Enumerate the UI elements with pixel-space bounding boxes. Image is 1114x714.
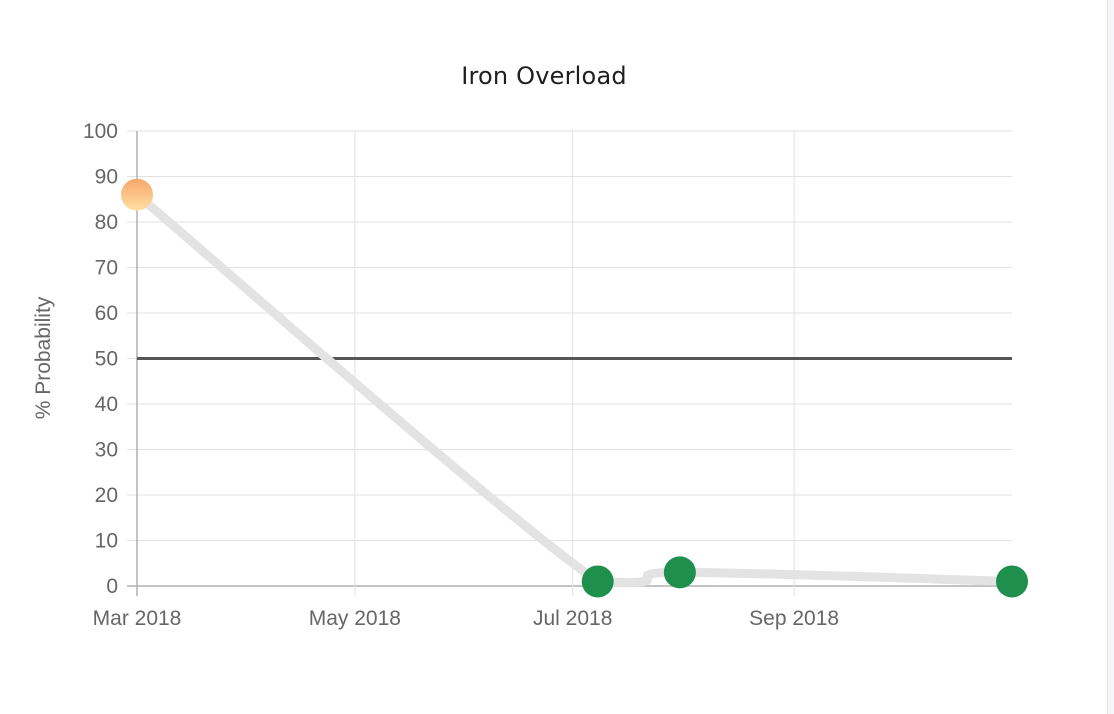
series-line-layer xyxy=(132,190,1017,587)
y-axis-ticks: 0 10 20 30 40 50 60 70 80 90 100 xyxy=(83,120,118,598)
panel-edge xyxy=(1107,0,1114,714)
x-tick-label: May 2018 xyxy=(309,607,401,630)
y-tick-label: 30 xyxy=(95,439,118,462)
x-tick-label: Jul 2018 xyxy=(533,607,612,630)
y-tick-label: 0 xyxy=(106,575,118,598)
x-tick-label: Mar 2018 xyxy=(93,607,182,630)
data-point xyxy=(121,178,153,211)
y-tick-label: 100 xyxy=(83,120,118,143)
y-tick-label: 40 xyxy=(95,393,118,416)
y-tick-label: 10 xyxy=(95,530,118,553)
x-tick-label: Sep 2018 xyxy=(749,607,839,630)
grid xyxy=(127,130,1012,596)
y-tick-label: 80 xyxy=(95,211,118,234)
chart-title: Iron Overload xyxy=(461,62,627,90)
axis-labels: % Probability xyxy=(32,296,55,419)
x-axis-ticks: Mar 2018 May 2018 Jul 2018 Sep 2018 xyxy=(93,607,839,630)
y-axis-label: % Probability xyxy=(32,296,55,419)
data-point xyxy=(663,556,696,589)
data-point xyxy=(581,565,614,598)
y-tick-label: 20 xyxy=(95,484,118,507)
y-tick-label: 50 xyxy=(95,348,118,371)
y-tick-label: 60 xyxy=(95,302,118,325)
y-tick-label: 70 xyxy=(95,257,118,280)
series-line xyxy=(132,190,1017,587)
data-point xyxy=(996,565,1028,598)
data-points xyxy=(121,178,1028,598)
y-tick-label: 90 xyxy=(95,166,118,189)
